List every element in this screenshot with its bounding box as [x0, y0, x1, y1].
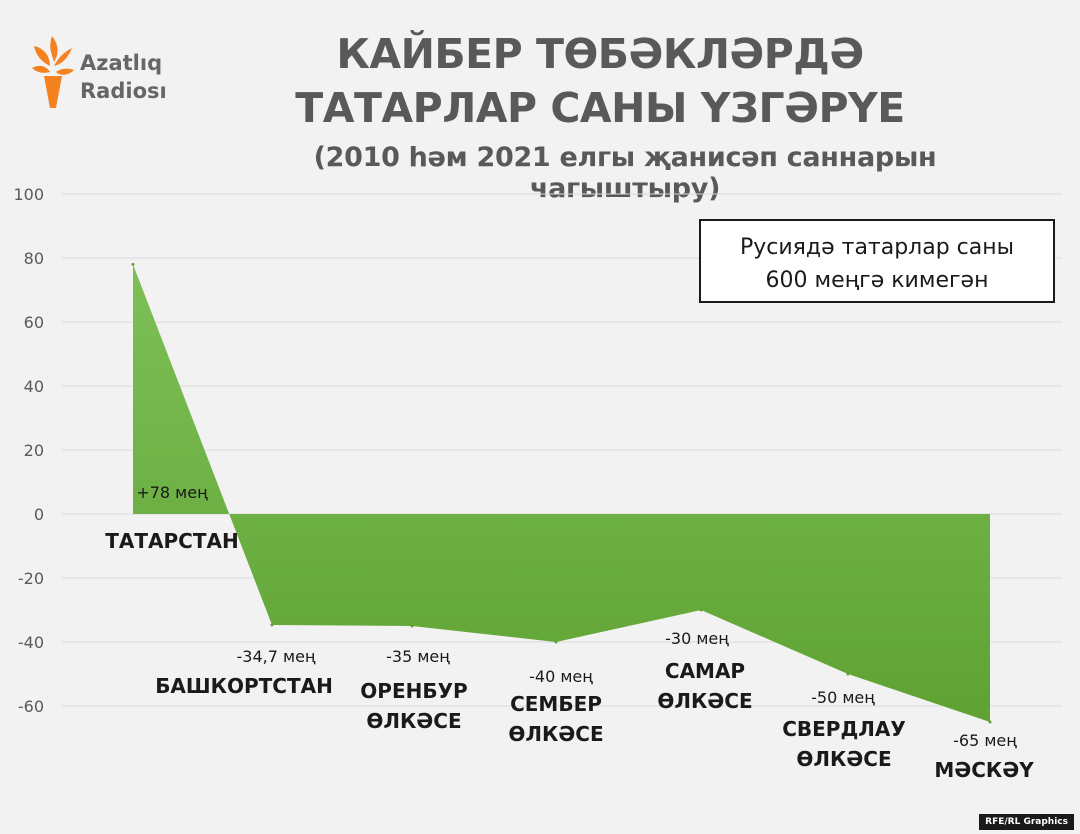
- category-label: ӨЛКӘСЕ: [366, 709, 461, 733]
- data-point: [554, 640, 558, 644]
- graphics-credit: RFE/RL Graphics: [979, 814, 1074, 830]
- category-label: СВЕРДЛАУ: [782, 717, 906, 741]
- y-tick-label: -60: [18, 697, 44, 716]
- data-point: [699, 608, 703, 612]
- y-tick-label: 80: [24, 249, 44, 268]
- y-tick-label: -40: [18, 633, 44, 652]
- data-label: -50 мең: [811, 688, 875, 707]
- summary-note: Русиядә татарлар саны 600 меңгә кимегән: [699, 219, 1055, 303]
- area-fill: [133, 264, 990, 722]
- data-label: +78 мең: [136, 483, 208, 502]
- y-tick-label: 40: [24, 377, 44, 396]
- category-label: СЕМБЕР: [510, 692, 602, 716]
- y-tick-label: 20: [24, 441, 44, 460]
- y-tick-label: -20: [18, 569, 44, 588]
- data-label: -35 мең: [386, 647, 450, 666]
- y-axis-ticks: 100 80 60 40 20 0 -20 -40 -60: [13, 185, 44, 716]
- data-point: [131, 262, 135, 266]
- data-label: -65 мең: [953, 731, 1017, 750]
- category-label: ӨЛКӘСЕ: [796, 747, 891, 771]
- y-tick-label: 60: [24, 313, 44, 332]
- category-labels: ТАТАРСТАН БАШКОРТСТАН ОРЕНБУР ӨЛКӘСЕ СЕМБЕР Ө…: [105, 529, 1034, 782]
- data-point: [270, 623, 274, 627]
- chart-subtitle: (2010 һәм 2021 елгы җанисәп саннарын чаг…: [313, 142, 937, 204]
- chart-title-line1: КАЙБЕР ТӨБӘКЛӘРДӘ: [336, 30, 864, 78]
- data-label: -34,7 мең: [237, 647, 316, 666]
- summary-note-line2: 600 меңгә кимегән: [765, 268, 989, 293]
- data-labels: +78 мең -34,7 мең -35 мең -40 мең -30 мең -50…: [136, 483, 1017, 750]
- y-tick-label: 100: [13, 185, 44, 204]
- data-point: [988, 720, 992, 724]
- y-tick-label: 0: [34, 505, 44, 524]
- category-label: САМАР: [665, 659, 745, 683]
- data-label: -30 мең: [665, 629, 729, 648]
- category-label: ТАТАРСТАН: [105, 529, 238, 553]
- brand-name-line1: Azatlıq: [80, 51, 163, 75]
- brand-name-line2: Radiosı: [80, 79, 167, 103]
- category-label: ОРЕНБУР: [360, 679, 467, 703]
- category-label: ӨЛКӘСЕ: [508, 722, 603, 746]
- category-label: БАШКОРТСТАН: [155, 674, 333, 698]
- data-label: -40 мең: [529, 667, 593, 686]
- data-point: [410, 624, 414, 628]
- data-point: [846, 672, 850, 676]
- azatliq-torch-icon: [32, 36, 74, 108]
- summary-note-line1: Русиядә татарлар саны: [739, 235, 1015, 260]
- area-series: [131, 262, 992, 724]
- chart-title-line2: ТАТАРЛАР САНЫ ҮЗГӘРҮЕ: [295, 84, 905, 132]
- category-label: ӨЛКӘСЕ: [657, 689, 752, 713]
- category-label: МӘСКӘҮ: [934, 758, 1034, 782]
